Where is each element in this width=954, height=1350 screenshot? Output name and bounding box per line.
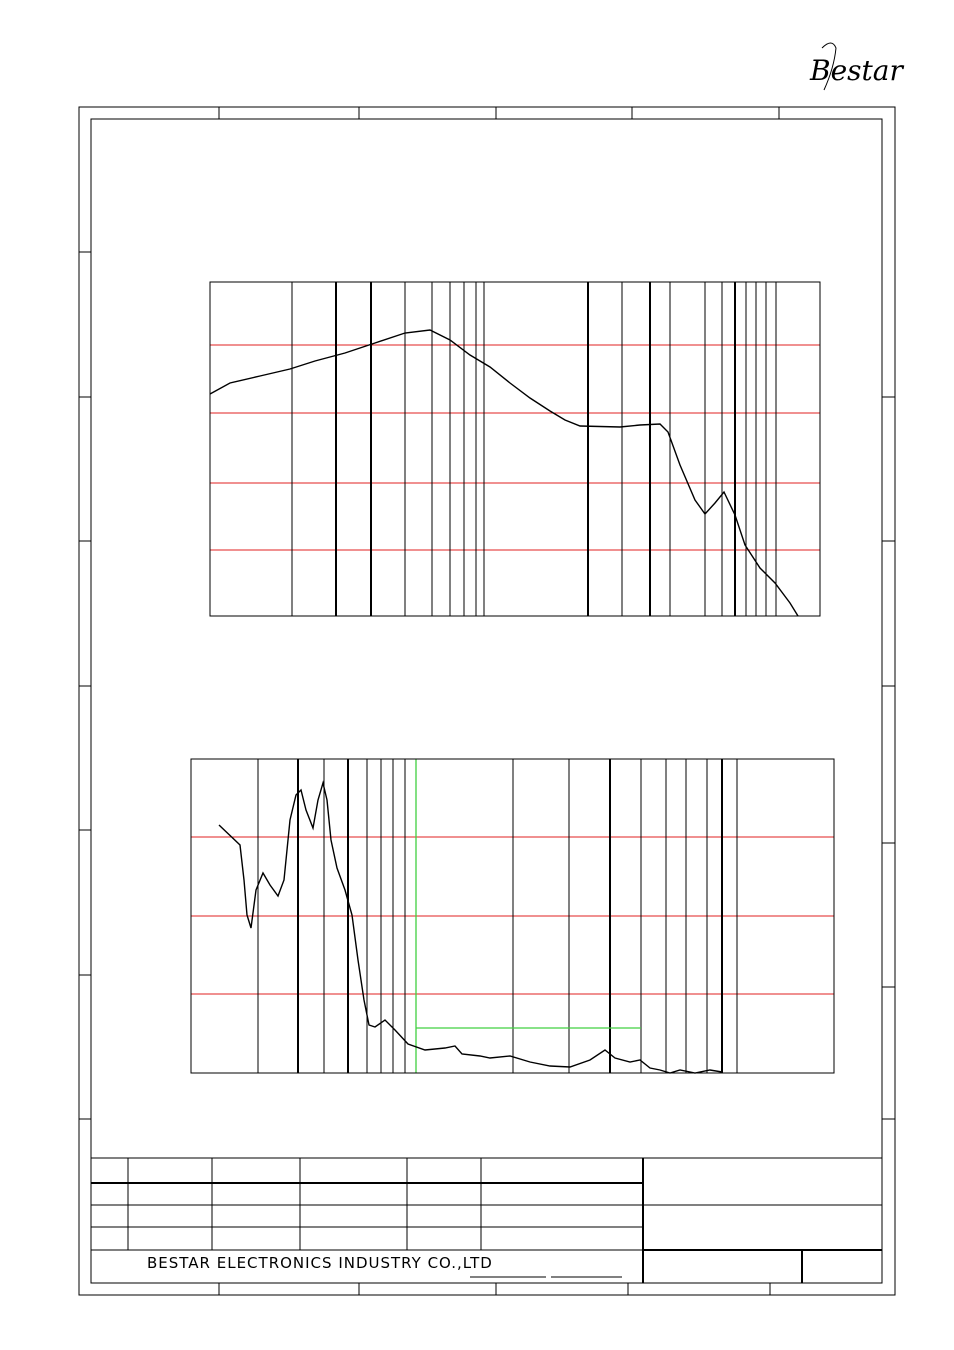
logo-swoosh <box>821 42 837 91</box>
border-ticks <box>79 107 895 1295</box>
response-chart-1 <box>209 281 821 617</box>
grid-vertical <box>291 282 777 616</box>
grid-vertical-major <box>297 759 723 1073</box>
title-grid-bold <box>91 1158 882 1283</box>
grid-vertical-major <box>335 282 736 616</box>
company-name: BESTAR ELECTRONICS INDUSTRY CO.,LTD <box>147 1254 493 1272</box>
response-chart-2 <box>190 758 835 1074</box>
grid-red <box>210 344 820 551</box>
grid-vertical <box>257 759 738 1073</box>
response-curve <box>209 329 799 617</box>
title-grid <box>91 1157 882 1251</box>
title-block: BESTAR ELECTRONICS INDUSTRY CO.,LTD <box>91 1157 882 1283</box>
limit-line <box>415 759 641 1073</box>
distortion-curve <box>218 780 723 1074</box>
logo: Bestar <box>809 54 904 87</box>
outer-border <box>78 106 896 1296</box>
inner-border <box>90 118 883 1284</box>
plot-frame <box>209 281 821 617</box>
plot-frame <box>190 758 835 1074</box>
